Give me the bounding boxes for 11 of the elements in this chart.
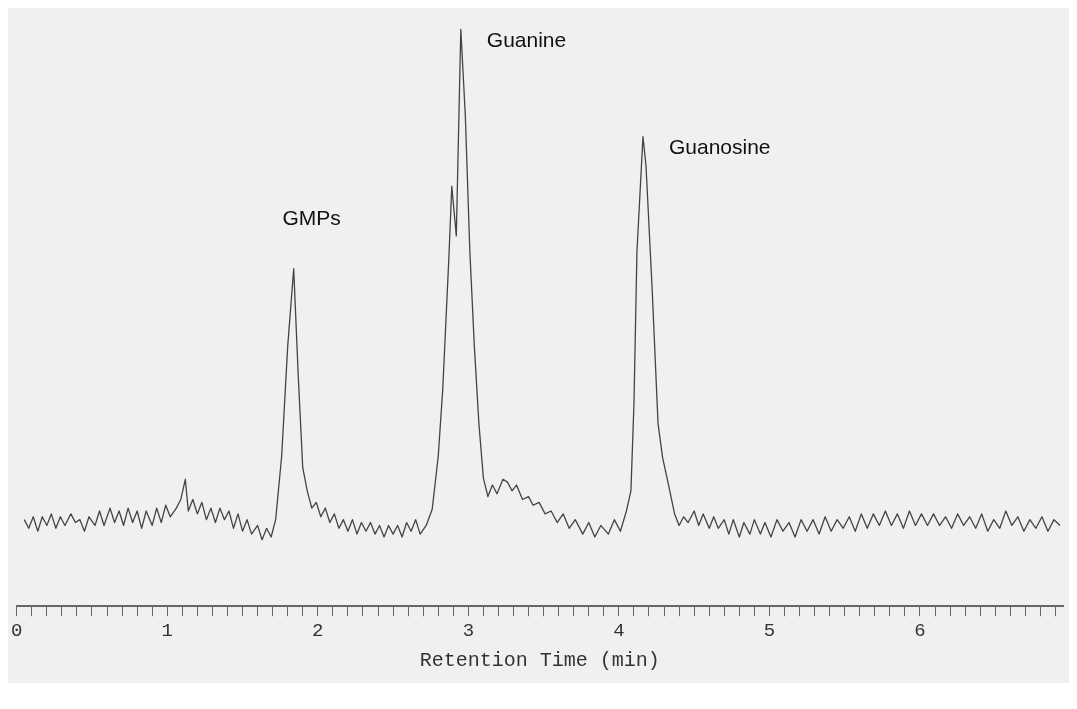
x-tick-label: 1 bbox=[161, 619, 173, 642]
x-axis-title: Retention Time (min) bbox=[419, 649, 660, 673]
annotation: Guanosine bbox=[668, 135, 771, 159]
x-tick-label: 5 bbox=[763, 619, 776, 642]
x-tick-label: 2 bbox=[312, 619, 324, 642]
x-tick-label: 6 bbox=[914, 619, 926, 642]
annotation: GMPs bbox=[282, 205, 341, 229]
annotation: Guanine bbox=[486, 28, 567, 52]
x-tick-label: 0 bbox=[11, 619, 23, 642]
x-tick-label: 4 bbox=[613, 619, 625, 642]
x-tick-label: 3 bbox=[462, 619, 475, 642]
